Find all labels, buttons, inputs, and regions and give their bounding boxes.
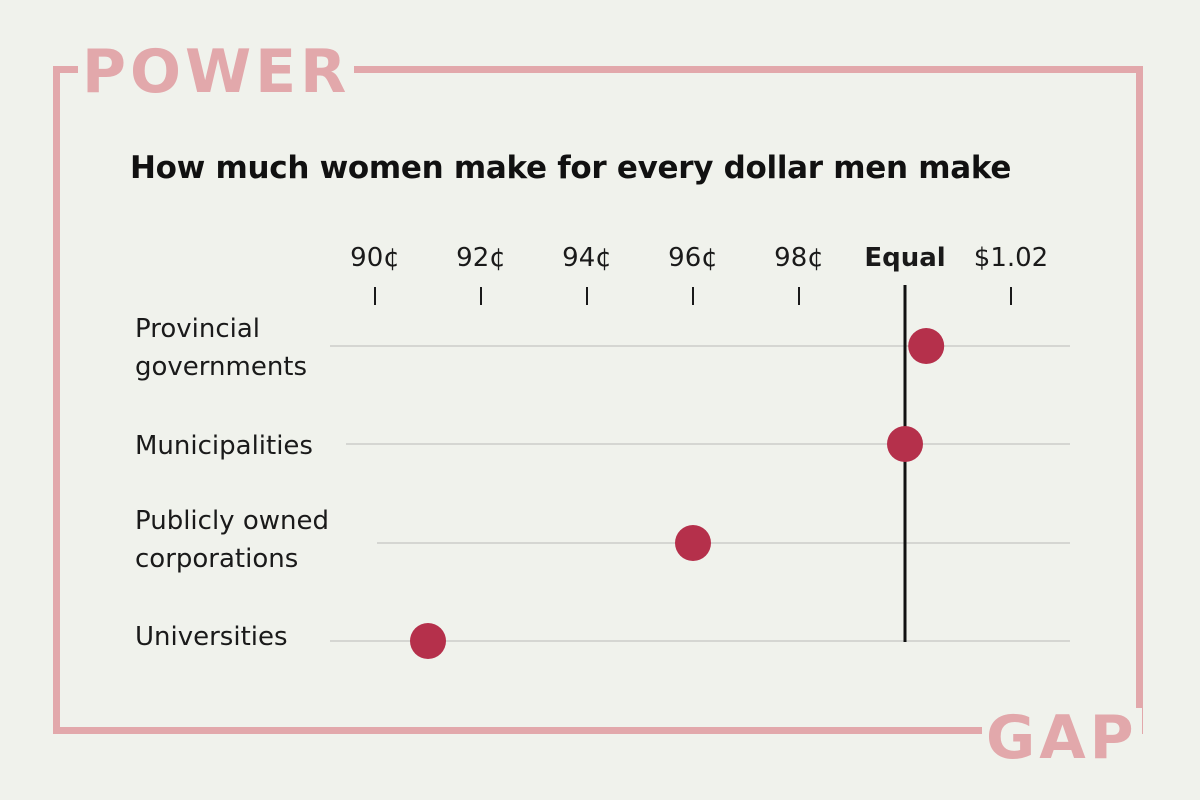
tick-label: 96¢ xyxy=(668,243,718,273)
tick-label: $1.02 xyxy=(974,243,1048,273)
row-label-corporations: Publicly owned corporations xyxy=(135,502,345,578)
tick-label: 98¢ xyxy=(774,243,824,273)
row-label-provincial: Provincial governments xyxy=(135,310,345,386)
row-label-line: Publicly owned xyxy=(135,506,329,536)
data-point xyxy=(908,328,945,364)
row-label-line: Provincial xyxy=(135,314,261,344)
brand-logo-top: POWER xyxy=(78,42,355,102)
brand-logo-bottom: GAP xyxy=(982,708,1142,768)
data-point xyxy=(410,623,446,659)
chart-title: How much women make for every dollar men… xyxy=(130,150,1012,186)
row-label-line: corporations xyxy=(135,544,299,574)
tick-label: 90¢ xyxy=(350,243,400,273)
row-label-line: Universities xyxy=(135,622,288,652)
frame-border xyxy=(53,66,1143,734)
tick-label: 94¢ xyxy=(562,243,612,273)
tick-label: 92¢ xyxy=(456,243,506,273)
data-point xyxy=(887,426,923,462)
row-label-line: governments xyxy=(135,352,308,382)
row-label-municipalities: Municipalities xyxy=(135,427,345,465)
row-label-universities: Universities xyxy=(135,618,345,656)
tick-label: Equal xyxy=(864,243,945,273)
data-point xyxy=(675,525,711,561)
row-label-line: Municipalities xyxy=(135,431,313,461)
